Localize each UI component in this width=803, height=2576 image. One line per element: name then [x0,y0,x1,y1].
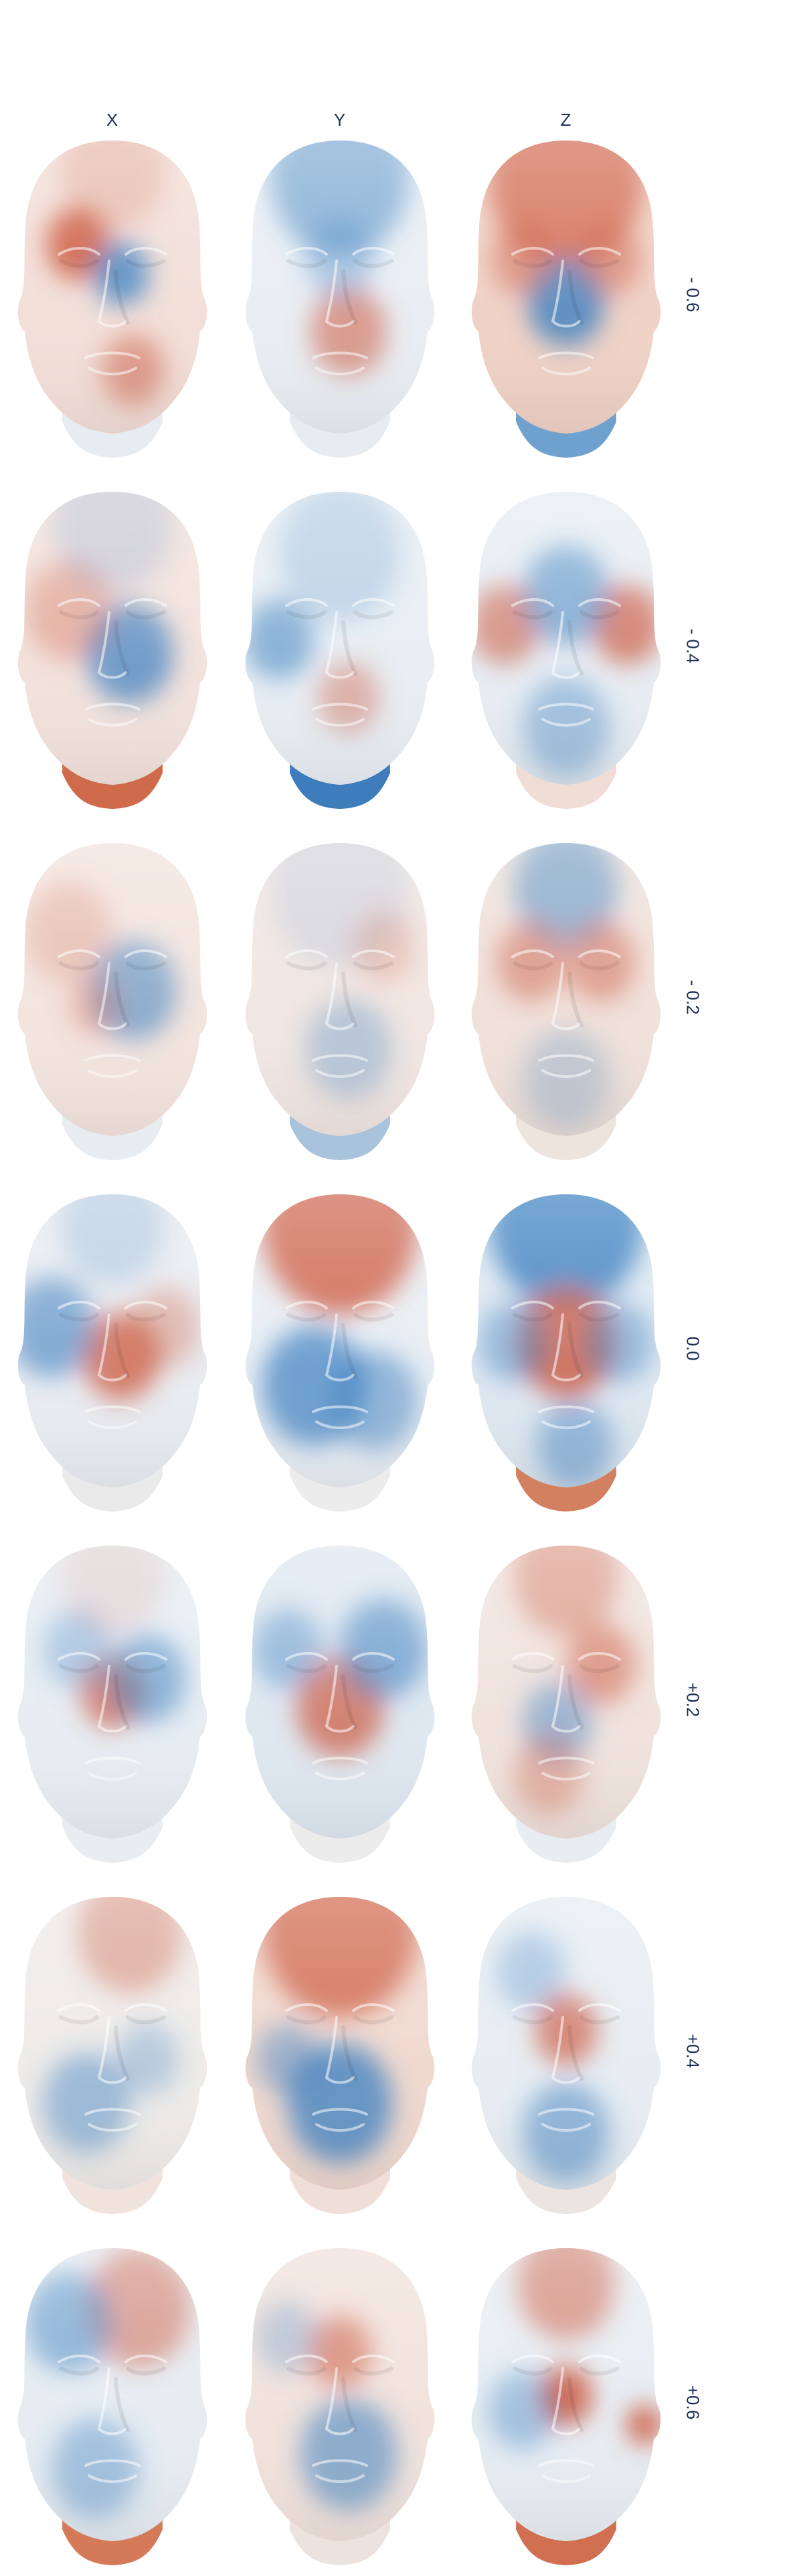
face-render [462,1532,670,1867]
column-header-x: X [106,110,119,130]
column-header-y: Y [333,110,347,130]
row-label: 0.0 [683,1336,703,1361]
row-label: +0.4 [683,2033,703,2069]
row-label: - 0.6 [683,277,703,312]
face-render [236,830,444,1164]
face-render [236,1532,444,1867]
face-render [9,1181,216,1515]
face-render [462,478,670,813]
face-render [462,127,670,462]
face-render [236,127,444,462]
face-render [9,1883,216,2218]
row-label: +0.2 [683,1682,703,1718]
face-render [462,1883,670,2218]
face-render [236,478,444,813]
face-render [9,2235,216,2569]
row-label: +0.6 [683,2385,703,2420]
face-render [9,830,216,1164]
row-label: - 0.4 [683,628,703,664]
face-render [9,478,216,813]
column-header-z: Z [560,110,572,130]
face-render [236,1181,444,1515]
face-render [9,1532,216,1867]
face-render [462,830,670,1164]
face-render [9,127,216,462]
face-render [236,2235,444,2569]
face-render [462,2235,670,2569]
face-render [236,1883,444,2218]
row-label: - 0.2 [683,980,703,1015]
face-render [462,1181,670,1515]
